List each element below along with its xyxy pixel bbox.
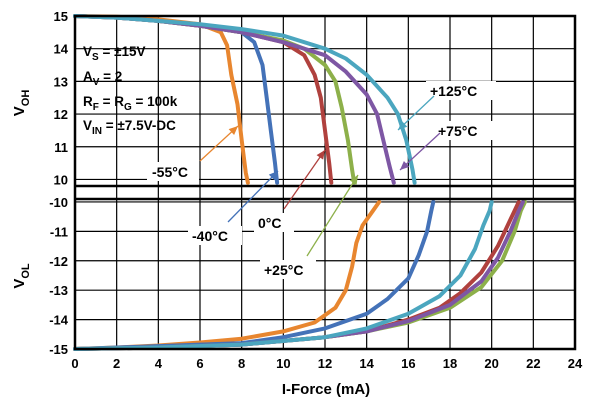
vol-tick-label: -14 <box>49 313 69 328</box>
leader-arrowhead <box>398 120 408 130</box>
x-tick-label: 0 <box>71 356 78 371</box>
x-tick-label: 18 <box>443 356 457 371</box>
leader-line <box>306 174 359 257</box>
leader-arrowhead <box>316 150 325 160</box>
voh-tick-label: 11 <box>54 140 68 155</box>
vol-tick-label: -10 <box>49 195 68 210</box>
leader-line <box>283 149 326 210</box>
condition-cond_av: AV = 2 <box>83 69 122 88</box>
temperature-label: -55°C <box>152 164 188 180</box>
temperature-label-bg <box>188 226 242 245</box>
x-tick-label: 4 <box>155 356 163 371</box>
condition-cond_vin: VIN = ±7.5V-DC <box>83 118 176 137</box>
x-tick-label: 16 <box>401 356 415 371</box>
x-tick-label: 8 <box>238 356 245 371</box>
voh-tick-label: 10 <box>54 172 68 187</box>
annotations: VS = ±15V AV = 2 RF = RG = 100k VIN = ±7.5V… <box>83 44 496 279</box>
temperature-label: -40°C <box>192 228 228 244</box>
x-axis-title: I-Force (mA) <box>282 381 370 398</box>
y-axis-title-vol: VOL <box>11 263 32 289</box>
vol-tick-label: -12 <box>49 254 68 269</box>
series-voh-line <box>73 14 417 185</box>
leader-line <box>399 132 441 171</box>
voh-tick-label: 12 <box>54 107 68 122</box>
leader-arrowhead <box>228 126 238 136</box>
x-tick-label: 2 <box>113 356 120 371</box>
x-tick-label: 24 <box>568 356 583 371</box>
temperature-label-bg <box>434 121 494 140</box>
temperature-label-bg <box>254 213 294 232</box>
leader-line <box>227 170 279 223</box>
temperature-label-bg <box>426 81 496 100</box>
temperature-label: +125°C <box>430 83 477 99</box>
x-tick-label: 22 <box>526 356 540 371</box>
series-lines <box>73 14 527 351</box>
voh-tick-label: 13 <box>54 74 68 89</box>
x-tick-label: 10 <box>276 356 290 371</box>
x-tick-label: 14 <box>359 356 374 371</box>
plot-border <box>73 14 577 351</box>
leader-arrowhead <box>268 171 278 181</box>
vol-tick-label: -11 <box>50 224 68 239</box>
x-tick-label: 12 <box>318 356 332 371</box>
condition-cond_vs: VS = ±15V <box>83 44 146 63</box>
plot-frame <box>73 14 577 351</box>
leader-arrowhead <box>349 175 358 185</box>
y-axis-title-voh: VOH <box>11 90 32 117</box>
vol-tick-label: -15 <box>49 342 68 357</box>
temperature-label: +25°C <box>264 262 303 278</box>
series-vol-line <box>73 199 494 351</box>
voh-tick-label: 15 <box>54 9 68 24</box>
condition-cond_rf: RF = RG = 100k <box>83 94 178 113</box>
temperature-label-bg <box>147 162 199 181</box>
temperature-label: 0°C <box>258 215 282 231</box>
tick-labels: 0 2 4 6 8 10 12 14 16 18 20 22 24151413121110-10-11-… <box>49 9 583 371</box>
vol-tick-label: -13 <box>49 283 68 298</box>
x-tick-label: 6 <box>196 356 203 371</box>
voh-tick-label: 14 <box>54 42 69 57</box>
temperature-label: +75°C <box>438 123 477 139</box>
x-tick-label: 20 <box>484 356 498 371</box>
temperature-label-bg <box>260 260 316 279</box>
leader-arrowhead <box>400 160 410 170</box>
